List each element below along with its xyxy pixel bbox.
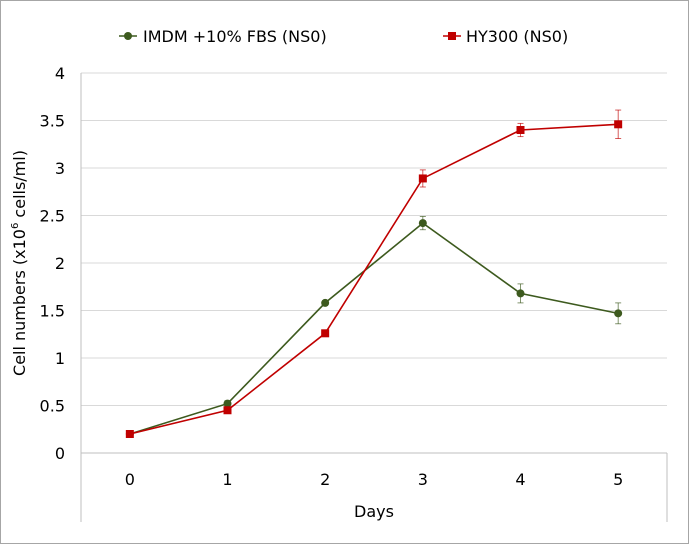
data-point	[223, 406, 232, 415]
y-axis-label: Cell numbers (x106 cells/ml)	[10, 150, 29, 376]
data-point	[125, 430, 134, 438]
x-tick-label: 3	[418, 470, 428, 489]
data-point	[321, 298, 330, 307]
x-axis-label: Days	[354, 502, 394, 521]
x-tick-label: 5	[613, 470, 623, 489]
data-point	[516, 289, 525, 298]
y-tick-label: 2.5	[40, 207, 65, 226]
y-axis-label-tail: cells/ml)	[10, 150, 29, 223]
data-point	[418, 174, 427, 183]
data-point	[418, 219, 427, 228]
x-tick-label: 2	[320, 470, 330, 489]
data-point	[614, 309, 623, 318]
legend-marker-imdm	[124, 32, 132, 40]
x-tick-label: 4	[515, 470, 525, 489]
x-tick-label: 0	[125, 470, 135, 489]
y-axis-label-main: Cell numbers (x10	[10, 229, 29, 376]
y-tick-label: 4	[55, 64, 65, 83]
data-point	[614, 120, 623, 129]
y-tick-label: 3	[55, 159, 65, 178]
series-line	[129, 222, 619, 435]
y-tick-label: 1	[55, 349, 65, 368]
y-tick-label: 1.5	[40, 302, 65, 321]
legend-item-hy300: HY300 (NS0)	[443, 27, 568, 46]
legend-marker-hy300	[448, 32, 456, 40]
y-tick-label: 2	[55, 254, 65, 273]
legend-item-imdm: IMDM +10% FBS (NS0)	[119, 27, 327, 46]
x-tick-label: 1	[222, 470, 232, 489]
y-axis-label-superscript: 6	[10, 223, 21, 229]
series-1	[125, 109, 623, 438]
y-tick-label: 0.5	[40, 397, 65, 416]
data-point	[516, 126, 525, 134]
legend: IMDM +10% FBS (NS0) HY300 (NS0)	[119, 27, 568, 46]
x-tick-labels: 0 1 2 3 4 5	[125, 470, 624, 489]
y-tick-label: 3.5	[40, 112, 65, 131]
gridlines	[81, 72, 667, 406]
series-0	[125, 216, 623, 438]
series-line	[129, 123, 619, 435]
legend-label-hy300: HY300 (NS0)	[466, 27, 568, 46]
series-layer	[125, 109, 623, 438]
axes	[80, 73, 668, 522]
legend-label-imdm: IMDM +10% FBS (NS0)	[143, 27, 327, 46]
data-point	[223, 399, 232, 408]
y-tick-label: 0	[55, 444, 65, 463]
y-tick-labels: 0 0.5 1 1.5 2 2.5 3 3.5 4	[40, 64, 65, 463]
data-point	[321, 329, 330, 338]
